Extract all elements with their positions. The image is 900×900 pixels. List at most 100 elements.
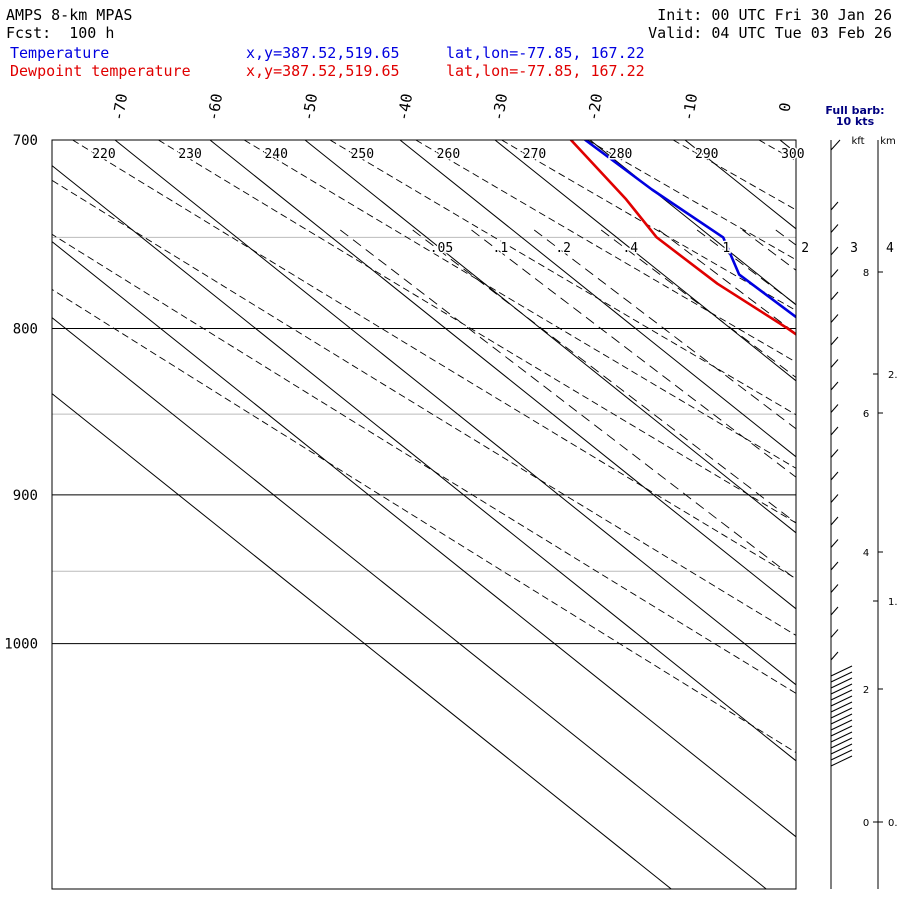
km-label: km bbox=[880, 136, 896, 147]
wind-barb-icon bbox=[830, 606, 839, 616]
pressure-tick-label: 900 bbox=[13, 488, 38, 504]
model-title: AMPS 8-km MPAS bbox=[6, 6, 133, 24]
wind-barb-icon bbox=[830, 139, 841, 151]
theta-label: 240 bbox=[264, 147, 287, 162]
temperature-xy: x,y=387.52,519.65 bbox=[246, 44, 400, 62]
isotherm-line bbox=[52, 392, 672, 889]
pressure-tick-label: 1000 bbox=[4, 637, 38, 653]
temperature-latlon: lat,lon=-77.85, 167.22 bbox=[446, 44, 645, 62]
dry-adiabat-line bbox=[52, 179, 796, 636]
isotherm-label: -40 bbox=[394, 92, 416, 122]
kft-tick-label: 0 bbox=[863, 818, 869, 829]
wind-barb-icon bbox=[830, 651, 839, 661]
valid-time: Valid: 04 UTC Tue 03 Feb 26 bbox=[648, 24, 892, 42]
wind-barb-icon bbox=[830, 671, 853, 683]
wind-barb-icon bbox=[830, 291, 839, 301]
wind-barb-icon bbox=[830, 449, 839, 458]
wind-barb-icon bbox=[830, 755, 853, 767]
temperature-profile bbox=[584, 140, 796, 319]
theta-label: 290 bbox=[695, 147, 718, 162]
mixing-ratio-label: .4 bbox=[622, 241, 638, 256]
wind-barb-icon bbox=[830, 695, 853, 707]
isotherm-line bbox=[209, 140, 796, 610]
wind-barb-icon bbox=[830, 314, 839, 323]
isotherm-line bbox=[52, 240, 796, 838]
mixing-ratio-label: .1 bbox=[493, 241, 509, 256]
dry-adiabat-line bbox=[158, 140, 796, 524]
dry-adiabat-line bbox=[758, 140, 796, 162]
init-time: Init: 00 UTC Fri 30 Jan 26 bbox=[657, 6, 892, 24]
barb-legend-value: 10 kts bbox=[836, 115, 875, 128]
mixing-ratio-label: 1 bbox=[722, 241, 730, 256]
theta-label: 270 bbox=[523, 147, 546, 162]
mixing-ratio-label: 2 bbox=[801, 241, 809, 256]
mixing-ratio-line bbox=[340, 229, 796, 580]
dewpoint-xy: x,y=387.52,519.65 bbox=[246, 62, 400, 80]
isotherm-label: -30 bbox=[489, 92, 511, 122]
wind-barb-icon bbox=[830, 689, 853, 701]
wind-barb-icon bbox=[830, 743, 853, 755]
isotherm-line bbox=[589, 140, 796, 306]
plot-frame bbox=[51, 139, 797, 890]
isotherm-line bbox=[779, 140, 796, 154]
wind-barb-icon bbox=[830, 404, 839, 413]
wind-barb-icon bbox=[830, 707, 853, 719]
wind-barb-icon bbox=[830, 584, 839, 593]
isotherm-label: -70 bbox=[109, 92, 131, 122]
kft-tick-label: 8 bbox=[863, 268, 869, 279]
isotherm-line bbox=[494, 140, 796, 382]
wind-barb-icon bbox=[830, 269, 839, 278]
wind-barb-icon bbox=[830, 539, 839, 548]
mixing-ratio-line bbox=[775, 229, 796, 246]
barb-legend-title: Full barb: bbox=[825, 104, 884, 117]
dry-adiabat-line bbox=[501, 140, 796, 311]
wind-barb-icon bbox=[830, 731, 853, 743]
forecast-hour: Fcst: 100 h bbox=[6, 24, 115, 42]
kft-tick-label: 6 bbox=[863, 409, 869, 420]
dewpoint-latlon: lat,lon=-77.85, 167.22 bbox=[446, 62, 645, 80]
pressure-tick-label: 800 bbox=[13, 322, 38, 338]
mixing-ratio-line bbox=[533, 229, 796, 430]
mixing-ratio-label: 4 bbox=[886, 241, 894, 256]
wind-barb-icon bbox=[830, 381, 839, 391]
mixing-ratio-line bbox=[471, 229, 796, 478]
kft-tick-label: 2 bbox=[863, 685, 869, 696]
km-tick-label: 0. bbox=[888, 818, 898, 829]
theta-label: 220 bbox=[92, 147, 115, 162]
dry-adiabat-line bbox=[52, 233, 796, 694]
wind-barb-icon bbox=[830, 201, 839, 211]
isotherm-line bbox=[52, 164, 796, 762]
wind-barb-icon bbox=[830, 224, 839, 233]
wind-barb-icon bbox=[830, 737, 853, 749]
isotherm-label: -50 bbox=[299, 92, 321, 122]
wind-barb-icon bbox=[830, 719, 853, 731]
isotherm-line bbox=[399, 140, 796, 458]
kft-tick-label: 4 bbox=[863, 548, 869, 559]
wind-barb-icon bbox=[830, 471, 839, 481]
isotherm-line bbox=[304, 140, 796, 534]
wind-barb-icon bbox=[830, 359, 839, 368]
dry-adiabat-line bbox=[329, 140, 796, 416]
isotherm-label: -60 bbox=[204, 92, 226, 122]
wind-barb-icon bbox=[830, 561, 839, 571]
wind-barb-icon bbox=[830, 677, 853, 689]
dry-adiabat-line bbox=[672, 140, 796, 211]
wind-barb-icon bbox=[830, 246, 839, 256]
wind-barb-icon bbox=[830, 701, 853, 713]
wind-barb-icon bbox=[830, 336, 839, 346]
theta-label: 260 bbox=[437, 147, 460, 162]
theta-label: 300 bbox=[781, 147, 804, 162]
mixing-ratio-line bbox=[600, 229, 796, 378]
wind-barb-icon bbox=[830, 494, 839, 503]
theta-label: 280 bbox=[609, 147, 632, 162]
wind-barb-icon bbox=[830, 713, 853, 725]
isotherm-line bbox=[52, 316, 767, 889]
theta-label: 230 bbox=[178, 147, 201, 162]
isotherm-label: -20 bbox=[584, 92, 606, 122]
mixing-ratio-line bbox=[412, 229, 796, 524]
dry-adiabat-line bbox=[72, 140, 796, 580]
dry-adiabat-line bbox=[52, 288, 796, 754]
km-tick-label: 2. bbox=[888, 370, 898, 381]
mixing-ratio-label: 3 bbox=[850, 241, 858, 256]
isotherm-line bbox=[684, 140, 796, 230]
